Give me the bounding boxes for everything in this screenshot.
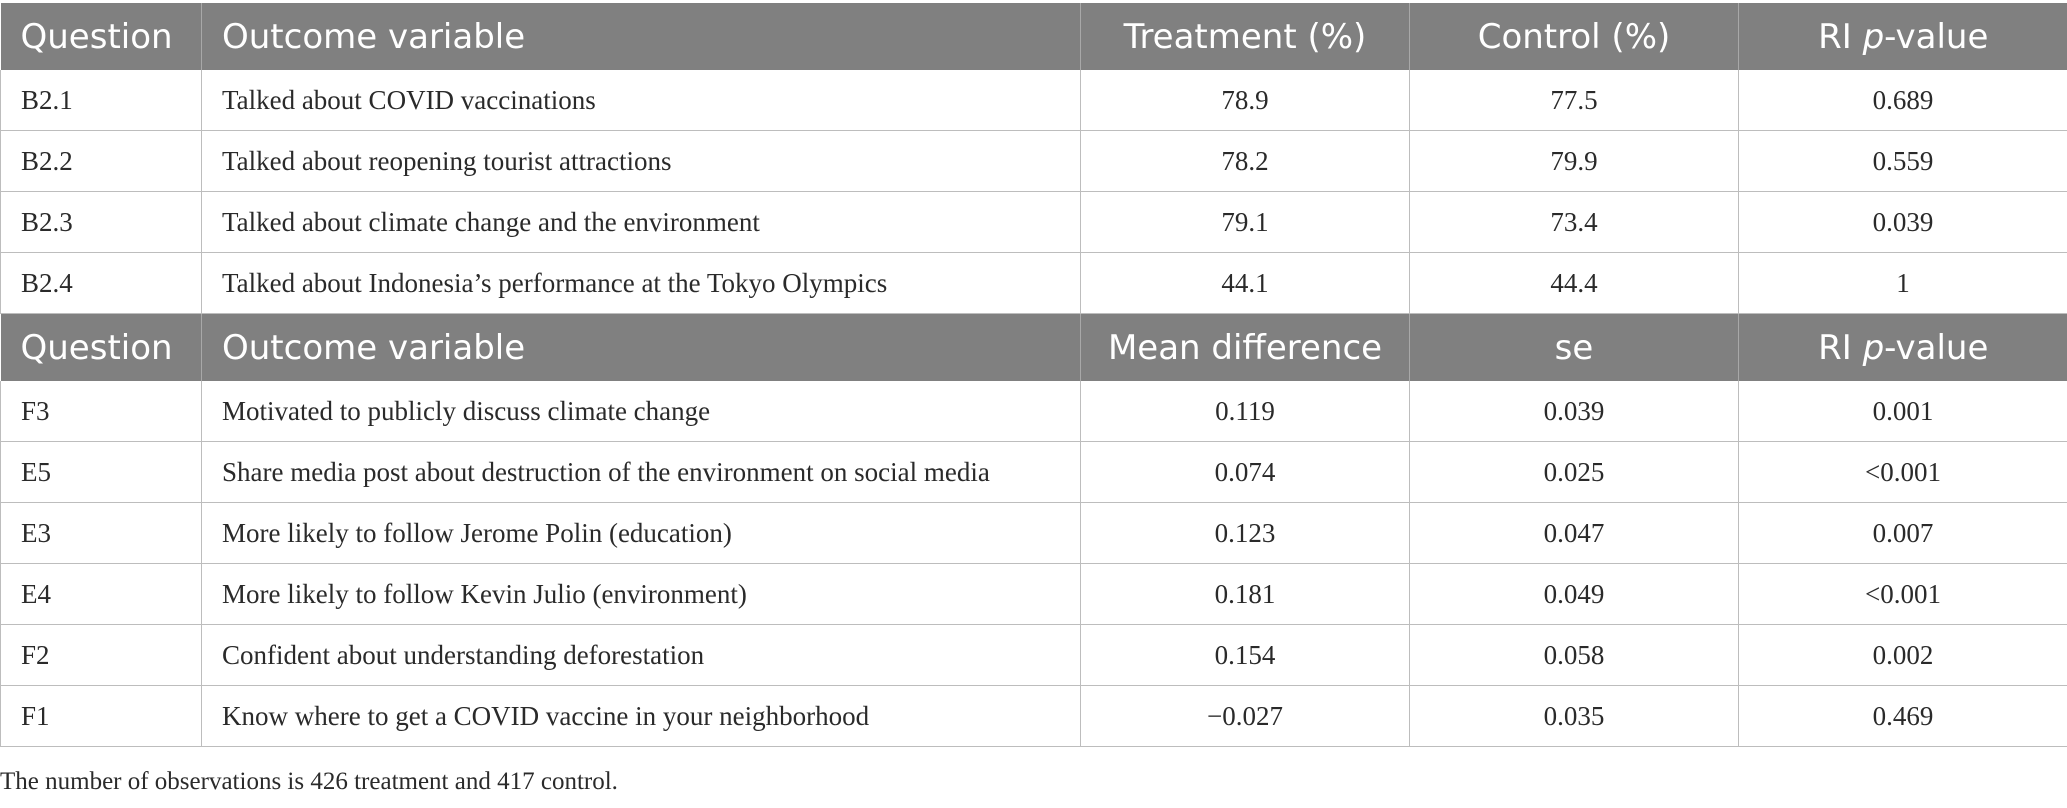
table1-header-ri-prefix: RI <box>1818 16 1863 57</box>
cell-control: 77.5 <box>1409 70 1739 131</box>
cell-mean-difference: 0.123 <box>1080 502 1410 564</box>
cell-treatment: 78.9 <box>1080 70 1410 131</box>
cell-outcome: Know where to get a COVID vaccine in you… <box>201 685 1081 747</box>
cell-se: 0.039 <box>1409 381 1739 442</box>
cell-outcome: Motivated to publicly discuss climate ch… <box>201 381 1081 442</box>
cell-question: E3 <box>0 502 202 564</box>
cell-mean-difference: 0.154 <box>1080 624 1410 686</box>
table2-header-row: Question Outcome variable Mean differenc… <box>0 313 2067 381</box>
cell-question: F2 <box>0 624 202 686</box>
cell-ri-pvalue: 0.001 <box>1738 381 2067 442</box>
cell-ri-pvalue: <0.001 <box>1738 441 2067 503</box>
table-row: B2.2 Talked about reopening tourist attr… <box>0 130 2067 192</box>
cell-question: B2.3 <box>0 191 202 253</box>
table2-header-mean-difference: Mean difference <box>1080 313 1410 381</box>
cell-question: E5 <box>0 441 202 503</box>
table-row: B2.3 Talked about climate change and the… <box>0 191 2067 253</box>
table1-header-control: Control (%) <box>1409 3 1739 70</box>
table-row: E4 More likely to follow Kevin Julio (en… <box>0 563 2067 625</box>
cell-mean-difference: 0.181 <box>1080 563 1410 625</box>
cell-outcome: Share media post about destruction of th… <box>201 441 1081 503</box>
cell-outcome: Confident about understanding deforestat… <box>201 624 1081 686</box>
table2-header-outcome: Outcome variable <box>201 313 1081 381</box>
table2-header-se: se <box>1409 313 1739 381</box>
cell-se: 0.047 <box>1409 502 1739 564</box>
cell-treatment: 78.2 <box>1080 130 1410 192</box>
results-table: Question Outcome variable Treatment (%) … <box>0 3 2067 747</box>
cell-ri-pvalue: 0.469 <box>1738 685 2067 747</box>
table1-header-ri-pvalue: RI p-value <box>1738 3 2067 70</box>
table1-header-outcome: Outcome variable <box>201 3 1081 70</box>
cell-question: B2.1 <box>0 70 202 131</box>
cell-question: B2.4 <box>0 252 202 314</box>
table-row: F3 Motivated to publicly discuss climate… <box>0 381 2067 442</box>
table-footnote: The number of observations is 426 treatm… <box>0 768 618 795</box>
cell-ri-pvalue: 0.039 <box>1738 191 2067 253</box>
table-row: E3 More likely to follow Jerome Polin (e… <box>0 502 2067 564</box>
cell-outcome: Talked about climate change and the envi… <box>201 191 1081 253</box>
table2-header-pvalue-suffix: -value <box>1884 327 1989 368</box>
cell-outcome: Talked about reopening tourist attractio… <box>201 130 1081 192</box>
cell-outcome: Talked about COVID vaccinations <box>201 70 1081 131</box>
cell-control: 73.4 <box>1409 191 1739 253</box>
cell-treatment: 44.1 <box>1080 252 1410 314</box>
cell-control: 79.9 <box>1409 130 1739 192</box>
table-row: B2.1 Talked about COVID vaccinations 78.… <box>0 70 2067 131</box>
table1-header-pvalue-suffix: -value <box>1884 16 1989 57</box>
cell-outcome: Talked about Indonesia’s performance at … <box>201 252 1081 314</box>
table-row: F2 Confident about understanding defores… <box>0 624 2067 686</box>
cell-ri-pvalue: 0.689 <box>1738 70 2067 131</box>
cell-ri-pvalue: 0.007 <box>1738 502 2067 564</box>
cell-se: 0.025 <box>1409 441 1739 503</box>
cell-se: 0.035 <box>1409 685 1739 747</box>
table2-header-p: p <box>1862 327 1885 368</box>
cell-mean-difference: 0.074 <box>1080 441 1410 503</box>
cell-ri-pvalue: <0.001 <box>1738 563 2067 625</box>
cell-outcome: More likely to follow Jerome Polin (educ… <box>201 502 1081 564</box>
cell-treatment: 79.1 <box>1080 191 1410 253</box>
table1-header-treatment: Treatment (%) <box>1080 3 1410 70</box>
table-row: F1 Know where to get a COVID vaccine in … <box>0 685 2067 747</box>
cell-question: F3 <box>0 381 202 442</box>
cell-control: 44.4 <box>1409 252 1739 314</box>
table-row: B2.4 Talked about Indonesia’s performanc… <box>0 252 2067 314</box>
cell-ri-pvalue: 0.559 <box>1738 130 2067 192</box>
table1-header-row: Question Outcome variable Treatment (%) … <box>0 3 2067 70</box>
table1-header-question: Question <box>0 3 202 70</box>
results-table-container: Question Outcome variable Treatment (%) … <box>0 3 2067 747</box>
table1-header-p: p <box>1862 16 1885 57</box>
cell-question: B2.2 <box>0 130 202 192</box>
cell-question: E4 <box>0 563 202 625</box>
table-row: E5 Share media post about destruction of… <box>0 441 2067 503</box>
cell-se: 0.049 <box>1409 563 1739 625</box>
cell-ri-pvalue: 1 <box>1738 252 2067 314</box>
table2-header-question: Question <box>0 313 202 381</box>
cell-mean-difference: 0.119 <box>1080 381 1410 442</box>
cell-ri-pvalue: 0.002 <box>1738 624 2067 686</box>
cell-se: 0.058 <box>1409 624 1739 686</box>
cell-mean-difference: −0.027 <box>1080 685 1410 747</box>
cell-question: F1 <box>0 685 202 747</box>
table2-header-ri-pvalue: RI p-value <box>1738 313 2067 381</box>
table2-header-ri-prefix: RI <box>1818 327 1863 368</box>
cell-outcome: More likely to follow Kevin Julio (envir… <box>201 563 1081 625</box>
